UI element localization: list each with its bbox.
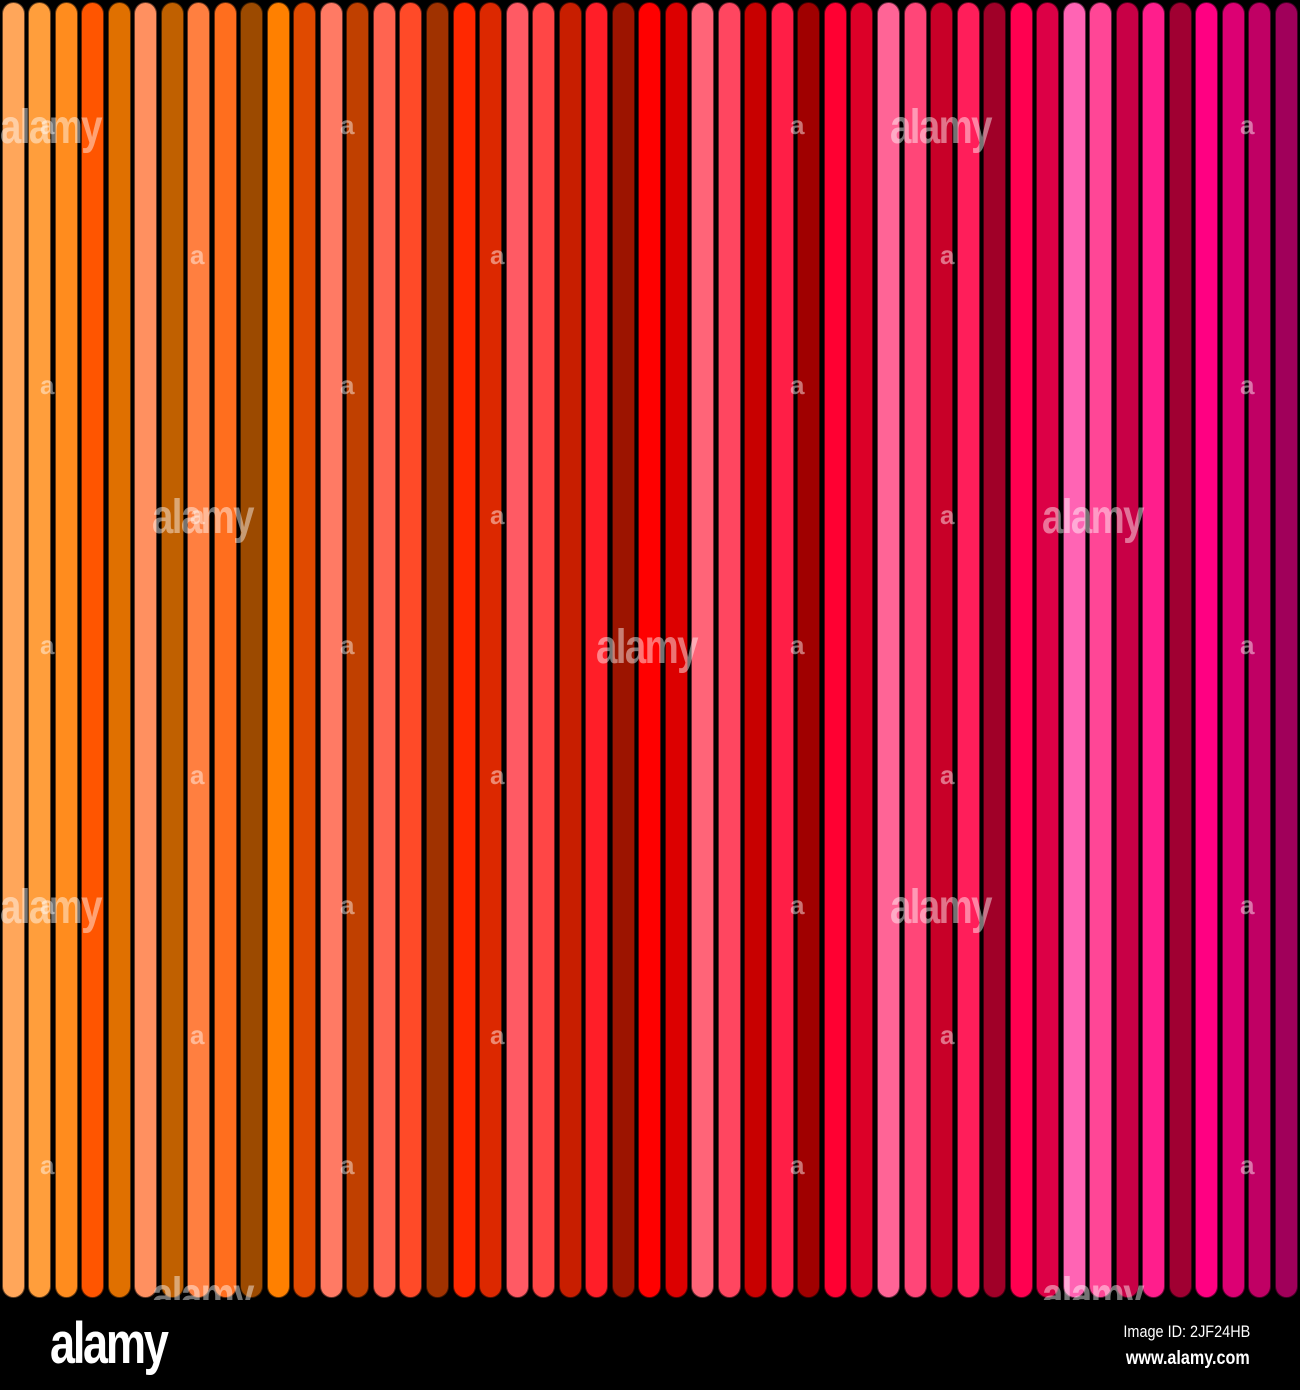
stripe [81,2,105,1298]
stripe [1036,2,1060,1298]
stripe [823,2,847,1298]
stripe [1248,2,1272,1298]
stripe [319,2,343,1298]
stripe [134,2,158,1298]
vertical-stripes-pattern: alamy alamy alamy alamy alamy alamy alamy alamy… [0,2,1298,1322]
footer-bar: alamy Image ID: 2JF24HB www.alamy.com [0,1300,1300,1390]
stripe [160,2,184,1298]
stripe [558,2,582,1298]
stripe [930,2,954,1298]
stripe [425,2,449,1298]
stripe [611,2,635,1298]
stripe [983,2,1007,1298]
stripe [877,2,900,1298]
stripe [54,2,78,1298]
stripe [1221,2,1245,1298]
stripe [1089,2,1113,1298]
stripe [664,2,688,1298]
stripe [399,2,423,1298]
stripe [479,2,503,1298]
stripe [585,2,609,1298]
alamy-logo: alamy [50,1311,169,1376]
website-url: www.alamy.com [1126,1348,1250,1369]
stripe [903,2,927,1298]
stripe [372,2,396,1298]
stripe [107,2,131,1298]
stripe [1274,2,1298,1298]
stripe [1195,2,1219,1298]
stripe [452,2,476,1298]
image-id: Image ID: 2JF24HB [1123,1322,1250,1341]
stripe [1062,2,1086,1298]
stripe [213,2,237,1298]
stripe [240,2,264,1298]
stripe [505,2,529,1298]
stripe [691,2,715,1298]
stripe [187,2,211,1298]
stripe [797,2,821,1298]
stripe [1,2,25,1298]
stripe [850,2,874,1298]
stripe [28,2,52,1298]
stripe [744,2,768,1298]
stripe [638,2,662,1298]
stripe [1009,2,1033,1298]
stripe [717,2,741,1298]
stripe [266,2,290,1298]
stripe [346,2,370,1298]
stripe [1142,2,1166,1298]
stripe [956,2,980,1298]
stripe [1168,2,1192,1298]
stripe [293,2,317,1298]
stripe [532,2,556,1298]
stripe [1115,2,1139,1298]
stripe [770,2,794,1298]
